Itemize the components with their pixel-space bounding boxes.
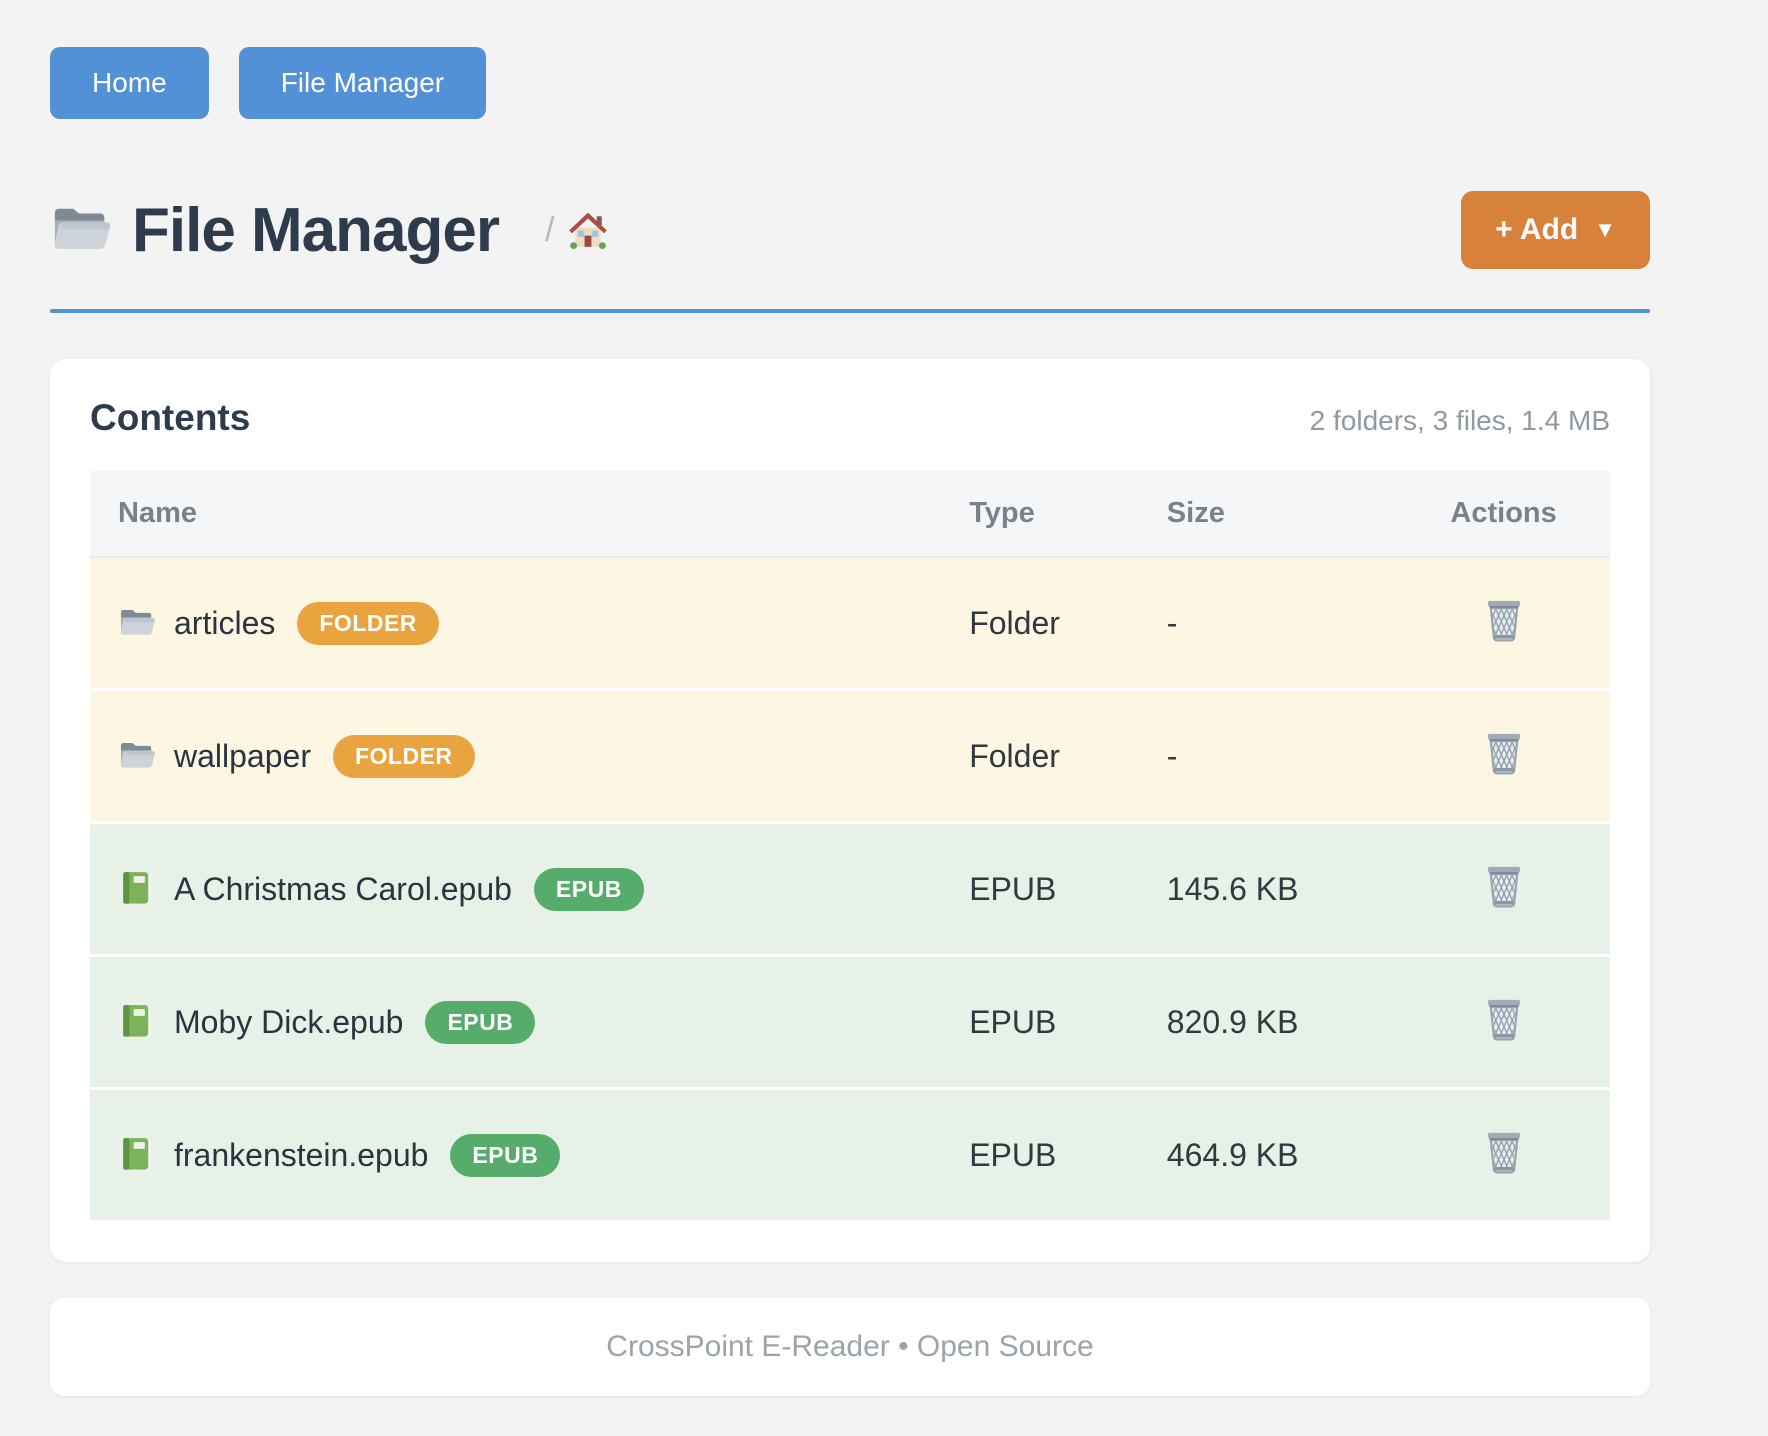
breadcrumb-separator: /	[545, 210, 555, 249]
page-header: File Manager / + Add ▼	[50, 191, 1650, 269]
caret-down-icon: ▼	[1594, 217, 1616, 242]
folder-badge: FOLDER	[332, 734, 475, 778]
item-size: -	[1166, 604, 1178, 641]
page-title: File Manager	[132, 195, 500, 265]
footer: CrossPoint E-Reader • Open Source	[50, 1298, 1650, 1396]
item-name-link[interactable]: Moby Dick.epub	[174, 1003, 404, 1040]
column-header-size: Size	[1138, 471, 1398, 558]
item-size: 464.9 KB	[1138, 1087, 1398, 1220]
contents-card: Contents 2 folders, 3 files, 1.4 MB Name…	[50, 359, 1650, 1262]
table-row-frankenstein: frankenstein.epub EPUB EPUB 464.9 KB	[90, 1087, 1610, 1220]
breadcrumb: /	[545, 210, 608, 250]
table-header-row: Name Type Size Actions	[90, 471, 1610, 558]
table-row-christmas-carol: A Christmas Carol.epub EPUB EPUB 145.6 K…	[90, 821, 1610, 956]
top-nav: Home File Manager	[50, 47, 1650, 119]
trash-icon	[1484, 864, 1524, 908]
table-row-wallpaper: wallpaper FOLDER Folder -	[90, 688, 1610, 823]
add-button-label: + Add	[1495, 213, 1579, 246]
trash-icon	[1484, 1130, 1524, 1174]
item-type: Folder	[969, 604, 1060, 641]
item-name-link[interactable]: frankenstein.epub	[174, 1136, 429, 1173]
delete-button[interactable]	[1482, 1128, 1526, 1176]
add-button[interactable]: + Add ▼	[1461, 191, 1650, 269]
item-name-link[interactable]: articles	[174, 604, 276, 641]
delete-button[interactable]	[1482, 862, 1526, 910]
footer-text: CrossPoint E-Reader • Open Source	[606, 1330, 1094, 1363]
page-title-group: File Manager /	[50, 195, 1461, 266]
item-type: EPUB	[941, 1087, 1139, 1220]
contents-title: Contents	[90, 397, 251, 438]
item-name-link[interactable]: A Christmas Carol.epub	[174, 870, 512, 907]
green-book-icon	[118, 1137, 156, 1173]
open-folder-icon	[50, 202, 112, 258]
file-table: Name Type Size Actions articles FOLDER F…	[90, 471, 1610, 1220]
delete-button[interactable]	[1482, 995, 1526, 1043]
trash-icon	[1484, 731, 1524, 775]
house-icon[interactable]	[568, 210, 608, 250]
contents-summary: 2 folders, 3 files, 1.4 MB	[1309, 405, 1610, 436]
green-book-icon	[118, 1004, 156, 1040]
table-row-articles: articles FOLDER Folder -	[90, 557, 1610, 690]
folder-icon	[118, 605, 156, 641]
epub-badge: EPUB	[533, 867, 644, 911]
column-header-type: Type	[941, 471, 1139, 558]
contents-card-header: Contents 2 folders, 3 files, 1.4 MB	[90, 397, 1610, 439]
table-row-moby-dick: Moby Dick.epub EPUB EPUB 820.9 KB	[90, 954, 1610, 1089]
epub-badge: EPUB	[450, 1133, 561, 1177]
item-name-link[interactable]: wallpaper	[174, 737, 311, 774]
column-header-name: Name	[90, 471, 942, 558]
title-divider	[50, 309, 1650, 313]
delete-button[interactable]	[1482, 596, 1526, 644]
folder-badge: FOLDER	[297, 601, 439, 645]
folder-icon	[118, 738, 156, 774]
epub-badge: EPUB	[425, 1000, 536, 1044]
item-type: Folder	[941, 688, 1139, 823]
delete-button[interactable]	[1482, 729, 1526, 777]
trash-icon	[1484, 997, 1524, 1041]
item-type: EPUB	[941, 821, 1139, 956]
home-button[interactable]: Home	[50, 47, 209, 119]
item-size: 145.6 KB	[1138, 821, 1398, 956]
item-size: -	[1138, 688, 1398, 823]
green-book-icon	[118, 871, 156, 907]
column-header-actions: Actions	[1397, 471, 1610, 558]
trash-icon	[1484, 598, 1524, 642]
file-manager-button[interactable]: File Manager	[238, 47, 487, 119]
item-size: 820.9 KB	[1138, 954, 1398, 1089]
item-type: EPUB	[941, 954, 1139, 1089]
